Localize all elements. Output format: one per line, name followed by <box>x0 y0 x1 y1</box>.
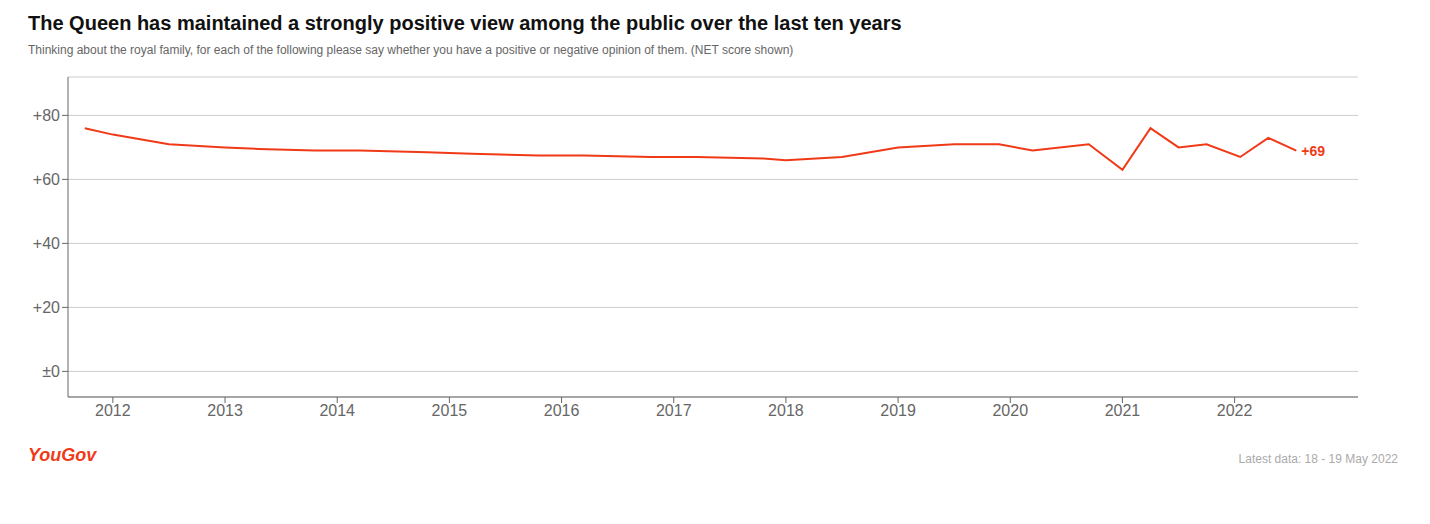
svg-text:+60: +60 <box>33 171 60 188</box>
svg-text:+80: +80 <box>33 107 60 124</box>
html-text:Latest data: 18 - 19 May 2022: Latest data: 18 - 19 May 2022 <box>1238 452 1398 466</box>
svg-text:2016: 2016 <box>544 402 580 419</box>
svg-text:2012: 2012 <box>95 402 131 419</box>
html-text:Thinking about the royal famil: Thinking about the royal family, for eac… <box>28 43 794 57</box>
html-text:The Queen has maintained a str: The Queen has maintained a strongly posi… <box>28 12 902 34</box>
svg-text:+40: +40 <box>33 235 60 252</box>
svg-text:2015: 2015 <box>432 402 468 419</box>
svg-text:2013: 2013 <box>207 402 243 419</box>
svg-text:2020: 2020 <box>992 402 1028 419</box>
svg-text:2019: 2019 <box>880 402 916 419</box>
svg-text:2021: 2021 <box>1105 402 1141 419</box>
svg-text:±0: ±0 <box>42 363 60 380</box>
html-text:YouGov: YouGov <box>28 445 97 465</box>
svg-text:2018: 2018 <box>768 402 804 419</box>
svg-text:2014: 2014 <box>319 402 355 419</box>
svg-text:+69: +69 <box>1301 143 1325 159</box>
svg-text:+20: +20 <box>33 299 60 316</box>
svg-text:2017: 2017 <box>656 402 692 419</box>
svg-text:2022: 2022 <box>1217 402 1253 419</box>
